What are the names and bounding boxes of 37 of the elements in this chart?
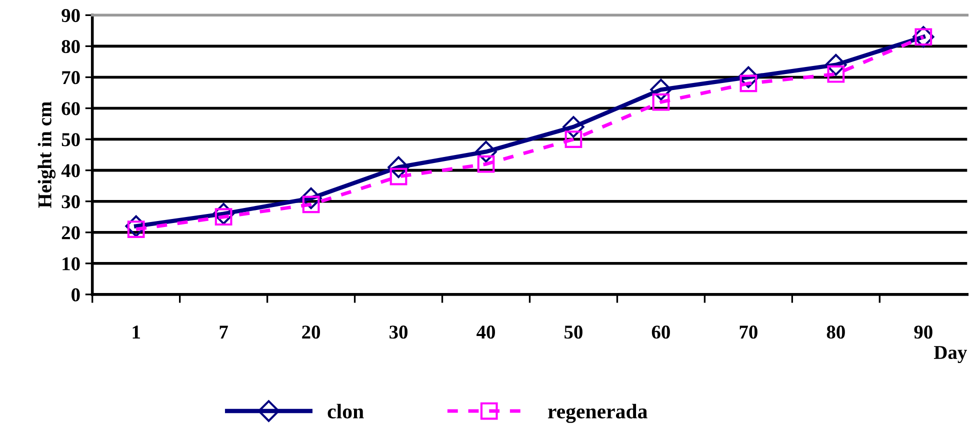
point xyxy=(650,78,672,100)
y-tick-label: 70 xyxy=(62,71,80,84)
y-tick-label: 30 xyxy=(62,195,80,208)
y-tick-label: 90 xyxy=(62,8,80,22)
point xyxy=(738,66,760,88)
x-tick-label: 30 xyxy=(390,326,408,339)
x-tick-label: 80 xyxy=(826,326,845,339)
point xyxy=(825,54,847,76)
x-tick-label: 40 xyxy=(476,326,495,339)
x-tick-label: 20 xyxy=(302,326,320,339)
point xyxy=(125,215,147,238)
point xyxy=(212,202,234,225)
point xyxy=(562,116,584,138)
x-axis-title: Day xyxy=(934,346,967,364)
point xyxy=(390,168,408,186)
x-tick-label: 1 xyxy=(132,326,140,338)
x-tick-label: 7 xyxy=(220,326,228,338)
point xyxy=(564,130,582,148)
point xyxy=(388,156,410,178)
x-tick-label: 70 xyxy=(740,326,758,339)
y-tick-label: 50 xyxy=(62,133,80,146)
y-tick-label: 0 xyxy=(72,288,80,302)
x-tick-label: 60 xyxy=(652,326,670,339)
point xyxy=(475,140,497,163)
x-tick-label: 90 xyxy=(914,326,932,339)
y-tick-label: 80 xyxy=(62,40,80,54)
legend-label: regenerada xyxy=(548,404,648,423)
y-tick-label: 20 xyxy=(62,226,80,240)
y-tick-label: 40 xyxy=(61,164,80,178)
y-tick-label: 60 xyxy=(62,102,80,116)
x-tick-label: 50 xyxy=(564,326,582,339)
y-tick-label: 10 xyxy=(62,257,80,270)
point xyxy=(652,93,670,111)
point xyxy=(300,187,322,210)
y-axis-title: Height in cm xyxy=(38,102,56,208)
point xyxy=(477,155,495,173)
legend-label: clon xyxy=(328,404,364,419)
